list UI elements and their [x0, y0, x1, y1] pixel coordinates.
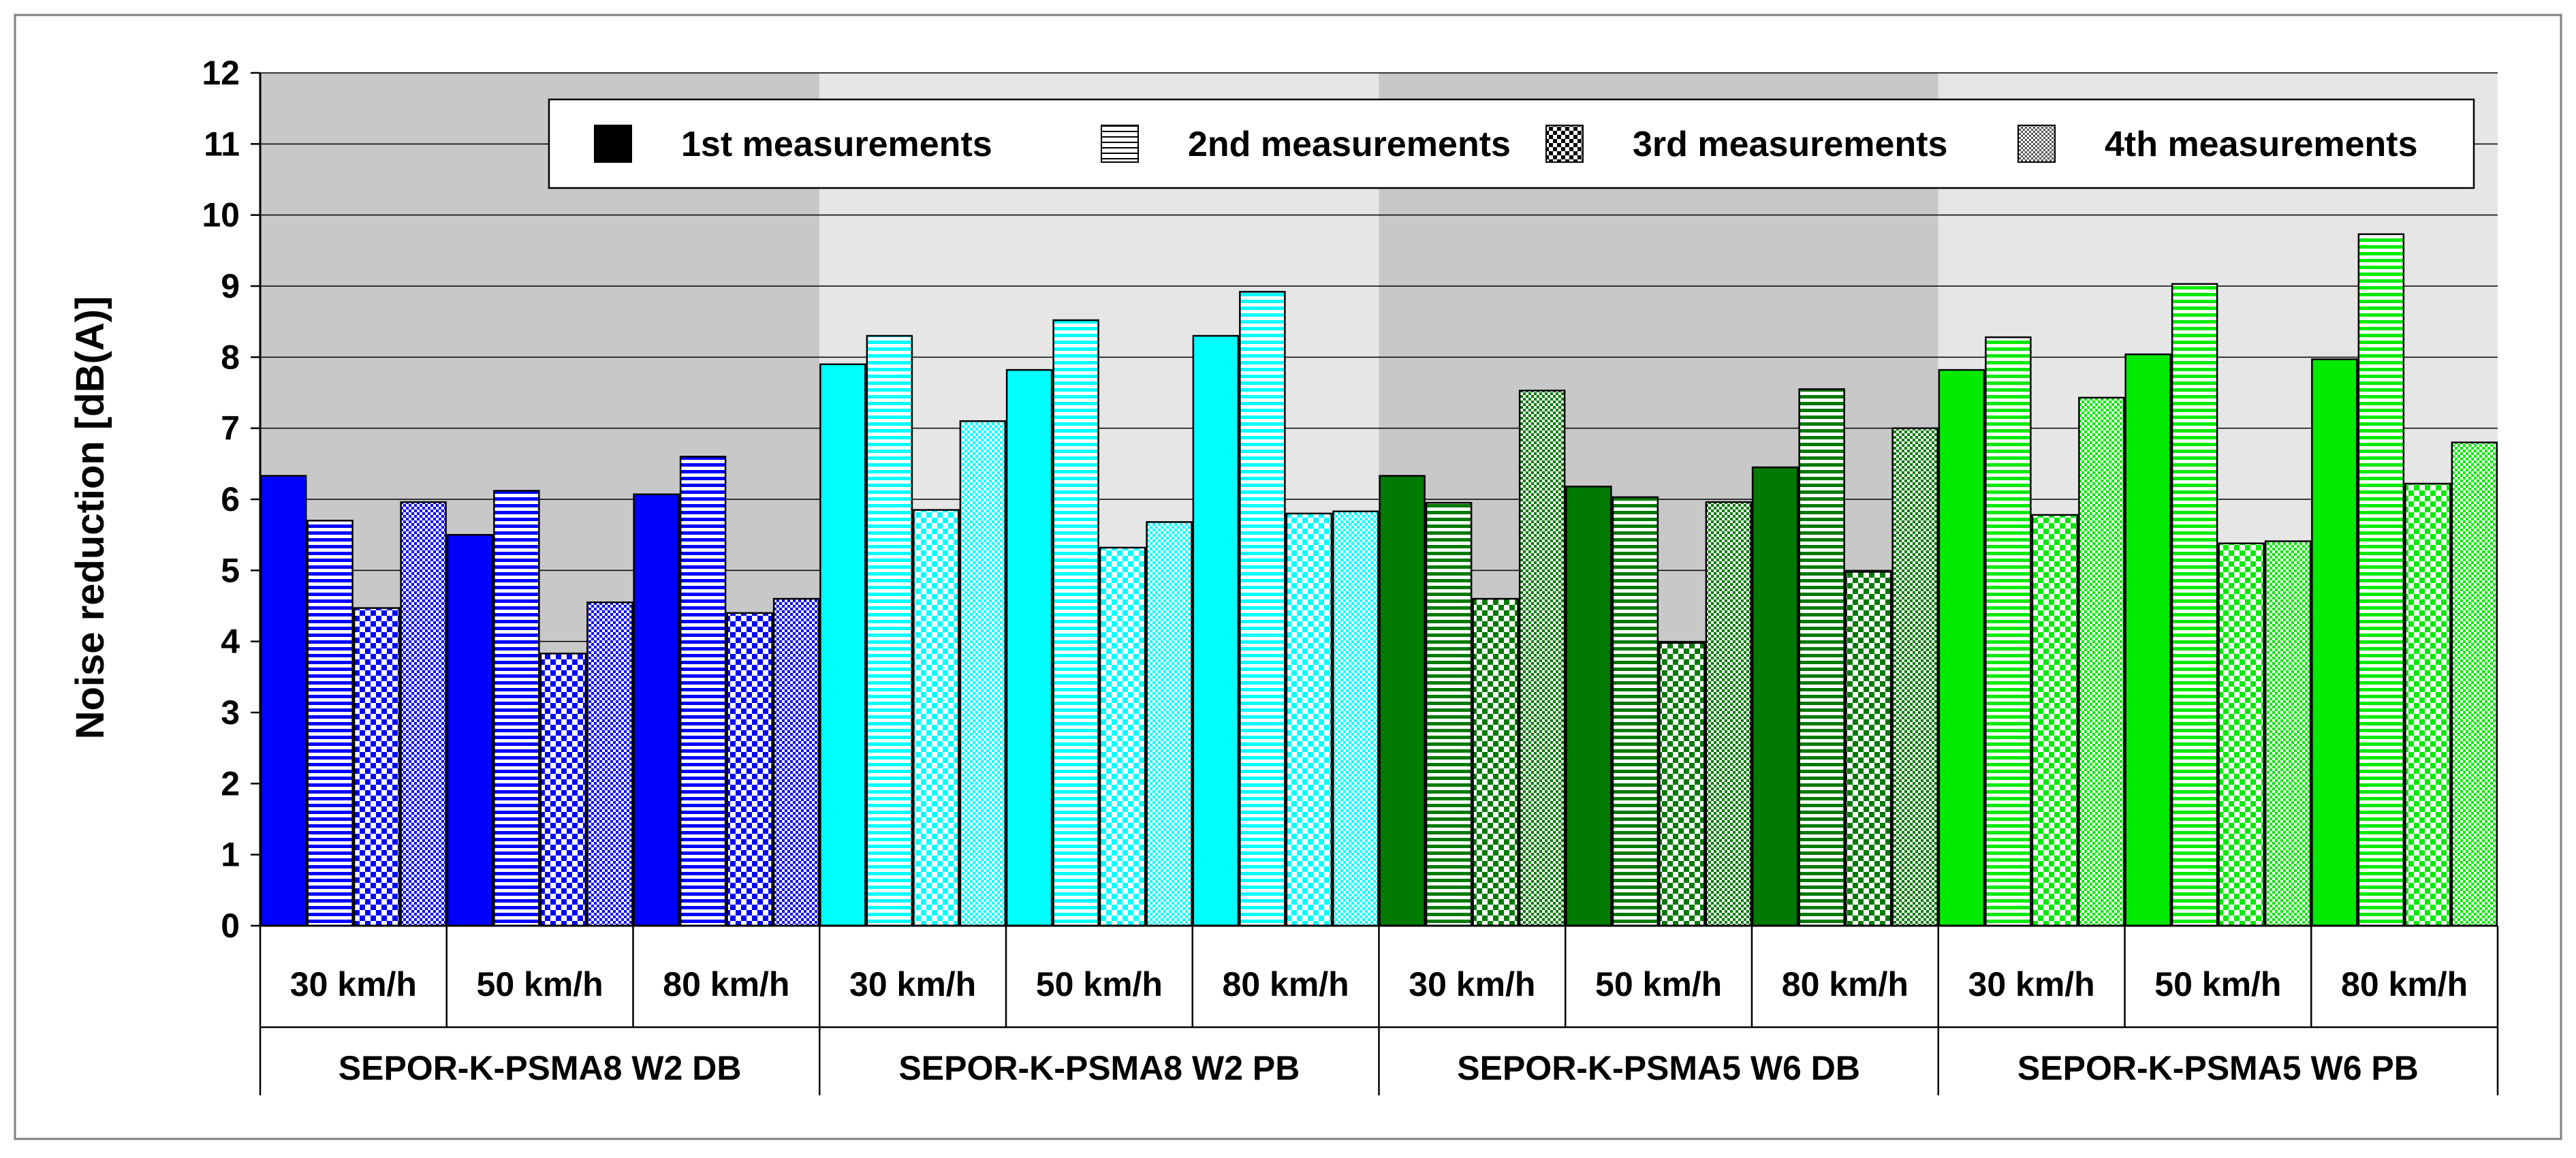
bar-g3-c3-s2 — [1798, 388, 1845, 927]
legend-swatch-3 — [1545, 125, 1584, 163]
bar-g2-c3-s4 — [1332, 510, 1379, 927]
y-tick-label: 11 — [204, 125, 240, 163]
legend-label-1: 1st measurements — [681, 125, 992, 164]
bar-g3-c2-s2 — [1612, 496, 1659, 927]
bar-g1-c1-s1 — [260, 475, 307, 927]
category-label: 80 km/h — [1223, 965, 1349, 1003]
bar-g3-c3-s1 — [1751, 466, 1799, 927]
bar-g2-c3-s1 — [1192, 334, 1240, 927]
bar-g3-c3-s4 — [1891, 427, 1938, 927]
bar-g1-c1-s3 — [353, 607, 400, 927]
group-label: SEPOR-K-PSMA8 W2 DB — [339, 1049, 742, 1087]
bar-g3-c2-s3 — [1659, 642, 1706, 927]
bar-g4-c3-s1 — [2311, 358, 2358, 927]
category-label: 30 km/h — [1968, 965, 2095, 1003]
bar-g4-c2-s2 — [2171, 283, 2218, 927]
bar-g1-c1-s4 — [400, 501, 447, 927]
y-tick-label: 8 — [221, 338, 240, 376]
group-label: SEPOR-K-PSMA5 W6 DB — [1457, 1049, 1860, 1087]
category-label: 30 km/h — [849, 965, 976, 1003]
legend-label-3: 3rd measurements — [1633, 125, 1947, 164]
y-tick-label: 1 — [221, 836, 240, 874]
bar-g4-c3-s2 — [2357, 233, 2405, 927]
bar-g2-c1-s4 — [959, 420, 1007, 927]
bar-g4-c2-s3 — [2218, 542, 2265, 927]
legend-label-2: 2nd measurements — [1188, 125, 1511, 164]
bar-g3-c1-s3 — [1472, 597, 1519, 927]
y-tick-label: 7 — [221, 409, 240, 448]
bar-g2-c2-s2 — [1052, 319, 1099, 927]
y-tick-label: 5 — [221, 551, 240, 589]
category-label: 50 km/h — [1595, 965, 1722, 1003]
legend-swatch-2 — [1101, 125, 1139, 163]
bar-g3-c3-s3 — [1844, 571, 1892, 927]
y-tick-label: 4 — [221, 623, 240, 661]
legend-swatch-4 — [2017, 125, 2056, 163]
category-label: 80 km/h — [2341, 965, 2468, 1003]
bar-g2-c2-s4 — [1146, 521, 1193, 927]
bar-g2-c1-s3 — [913, 509, 960, 927]
y-tick-label: 3 — [221, 693, 240, 732]
bar-g4-c2-s1 — [2124, 353, 2171, 927]
bar-g2-c1-s1 — [819, 363, 866, 927]
group-label: SEPOR-K-PSMA5 W6 PB — [2017, 1049, 2419, 1087]
bar-g3-c1-s4 — [1518, 390, 1566, 927]
y-tick-label: 9 — [221, 267, 240, 305]
y-axis-label: Noise reduction [dB(A)] — [68, 296, 112, 740]
bar-g2-c1-s2 — [866, 334, 913, 927]
category-label: 30 km/h — [290, 965, 417, 1003]
bar-g3-c2-s4 — [1705, 501, 1753, 927]
bar-g4-c3-s3 — [2404, 482, 2451, 927]
bar-g1-c3-s1 — [633, 493, 680, 927]
bar-g4-c1-s3 — [2031, 514, 2079, 927]
legend-box — [548, 98, 2475, 189]
bar-g4-c1-s1 — [1938, 369, 1985, 927]
bar-g1-c2-s4 — [586, 601, 633, 927]
bar-g2-c2-s1 — [1005, 369, 1053, 927]
y-tick-label: 2 — [221, 764, 240, 802]
bar-g3-c2-s1 — [1565, 485, 1612, 927]
bar-g1-c1-s2 — [307, 520, 354, 927]
legend-swatch-1 — [594, 125, 632, 163]
bar-g4-c3-s4 — [2451, 441, 2498, 927]
group-label: SEPOR-K-PSMA8 W2 PB — [898, 1049, 1300, 1087]
bar-g3-c1-s1 — [1379, 475, 1426, 927]
bar-g1-c2-s3 — [539, 653, 587, 927]
legend-label-4: 4th measurements — [2105, 125, 2418, 164]
bar-g1-c3-s3 — [726, 612, 773, 927]
category-label: 80 km/h — [663, 965, 789, 1003]
bar-g3-c1-s2 — [1425, 501, 1473, 927]
category-label: 30 km/h — [1409, 965, 1535, 1003]
bar-g4-c2-s4 — [2264, 540, 2312, 927]
bar-g4-c1-s4 — [2078, 396, 2125, 927]
y-tick-label: 6 — [221, 480, 240, 518]
y-tick-label: 10 — [202, 196, 240, 234]
y-tick-label: 0 — [221, 907, 240, 945]
category-label: 50 km/h — [1036, 965, 1163, 1003]
bar-g1-c3-s2 — [679, 456, 727, 927]
bar-g1-c2-s1 — [446, 533, 494, 927]
bar-g2-c3-s2 — [1239, 291, 1286, 927]
y-tick-label: 12 — [202, 54, 240, 92]
category-label: 50 km/h — [477, 965, 603, 1003]
category-label: 80 km/h — [1782, 965, 1909, 1003]
bar-g2-c2-s3 — [1099, 546, 1146, 927]
bar-g4-c1-s2 — [1985, 336, 2032, 927]
bar-g1-c2-s2 — [493, 490, 540, 927]
category-label: 50 km/h — [2154, 965, 2281, 1003]
bar-g1-c3-s4 — [772, 597, 820, 927]
bar-g2-c3-s3 — [1285, 512, 1333, 927]
